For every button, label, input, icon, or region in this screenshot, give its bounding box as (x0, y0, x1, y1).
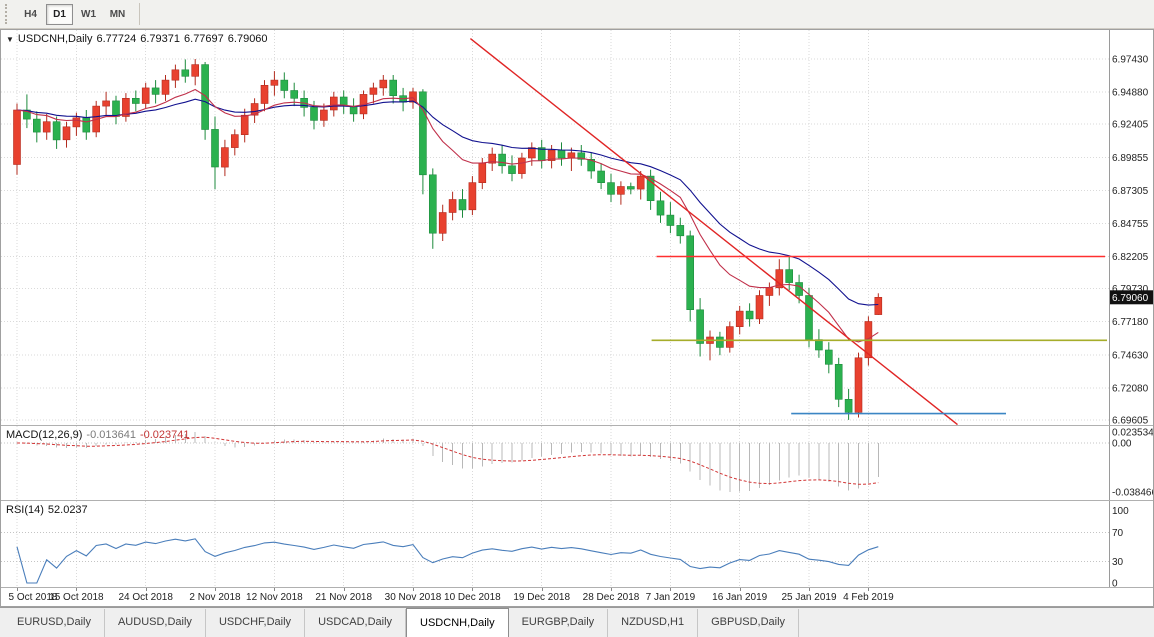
time-axis-label: 19 Dec 2018 (513, 592, 571, 603)
time-axis-tick (541, 588, 543, 591)
symbol-label: USDCNH,Daily (17, 33, 93, 45)
ohlc-open: 6.77724 (96, 33, 137, 45)
price-chart[interactable]: 6.97430 6.94880 6.92405 6.89855 6.87305 6.847… (1, 30, 1153, 425)
time-axis-tick (670, 588, 672, 591)
ohlc-close: 6.79060 (227, 33, 268, 45)
svg-text:6.79730: 6.79730 (1112, 284, 1149, 295)
price-pane[interactable]: 6.97430 6.94880 6.92405 6.89855 6.87305 6.847… (1, 30, 1153, 425)
toolbar-separator (139, 3, 140, 25)
time-axis-tick (76, 588, 78, 591)
tab-audusd-daily[interactable]: AUDUSD,Daily (105, 609, 206, 637)
tab-usdcad-daily[interactable]: USDCAD,Daily (305, 609, 407, 637)
macd-main-value: -0.013641 (86, 429, 136, 441)
rsi-label: RSI(14) 52.0237 (6, 504, 92, 516)
time-axis-tick (739, 588, 741, 591)
tab-eurgbp-daily[interactable]: EURGBP,Daily (509, 609, 609, 637)
toolbar-drag-handle[interactable] (5, 4, 10, 24)
time-axis-label: 7 Jan 2019 (645, 592, 696, 603)
time-axis-label: 16 Jan 2019 (712, 592, 768, 603)
macd-label: MACD(12,26,9) -0.013641 -0.023741 (6, 429, 194, 441)
time-axis-label: 21 Nov 2018 (315, 592, 373, 603)
time-axis-tick (215, 588, 216, 591)
time-axis-tick (472, 588, 474, 591)
svg-text:0: 0 (1112, 579, 1118, 588)
time-axis-label: 10 Dec 2018 (444, 592, 501, 603)
timeframe-button-d1[interactable]: D1 (46, 3, 73, 25)
svg-text:0.00: 0.00 (1112, 439, 1132, 450)
descending-trendline[interactable] (469, 38, 958, 425)
time-axis-tick (274, 588, 276, 591)
time-axis-tick (413, 588, 414, 591)
price-scale[interactable]: 6.97430 6.94880 6.92405 6.89855 6.87305 6.847… (1110, 55, 1153, 426)
ma-fast-line[interactable] (16, 88, 879, 343)
time-axis-label: 15 Oct 2018 (49, 592, 104, 603)
rsi-pane[interactable]: 100 70 30 0 RSI(14) 52.0237 (1, 500, 1153, 587)
rsi-value: 52.0237 (47, 504, 88, 516)
time-axis-tick (343, 588, 345, 591)
time-axis-tick (17, 588, 18, 591)
time-axis-tick (868, 588, 870, 591)
rsi-line (16, 538, 879, 584)
chart-tabbar: EURUSD,Daily AUDUSD,Daily USDCHF,Daily U… (0, 607, 1154, 637)
time-axis[interactable]: 5 Oct 2018 15 Oct 2018 24 Oct 2018 2 Nov 20… (1, 587, 1153, 606)
chart-grid (16, 501, 869, 587)
tab-gbpusd-daily[interactable]: GBPUSD,Daily (698, 609, 800, 637)
macd-histogram (26, 432, 879, 492)
time-axis-label: 5 Oct 2018 (8, 592, 58, 603)
timeframe-toolbar: H4 D1 W1 MN (0, 0, 1154, 29)
macd-pane[interactable]: 0.023534 0.00 -0.038466 MACD(12,26,9) -0.01… (1, 425, 1153, 500)
svg-text:-0.038466: -0.038466 (1112, 488, 1153, 499)
svg-text:6.72080: 6.72080 (1112, 383, 1149, 394)
svg-text:6.79060: 6.79060 (1112, 293, 1149, 304)
macd-name: MACD(12,26,9) (6, 429, 83, 441)
svg-text:6.69605: 6.69605 (1112, 416, 1149, 426)
rsi-name: RSI(14) (6, 504, 44, 516)
time-axis-tick (809, 588, 810, 591)
macd-signal-line (16, 436, 879, 485)
chart-ohlc-header: ▼ USDCNH,Daily 6.77724 6.79371 6.77697 6.7906… (6, 33, 272, 45)
svg-text:6.94880: 6.94880 (1112, 88, 1149, 99)
time-axis-label: 24 Oct 2018 (118, 592, 173, 603)
tab-eurusd-daily[interactable]: EURUSD,Daily (4, 609, 105, 637)
svg-text:6.82205: 6.82205 (1112, 252, 1149, 263)
tab-nzdusd-h1[interactable]: NZDUSD,H1 (608, 609, 699, 637)
svg-text:6.77180: 6.77180 (1112, 317, 1149, 328)
svg-text:6.89855: 6.89855 (1112, 153, 1149, 164)
svg-text:0.023534: 0.023534 (1112, 428, 1153, 439)
svg-text:100: 100 (1112, 506, 1129, 517)
time-axis-tick (611, 588, 612, 591)
tab-usdchf-daily[interactable]: USDCHF,Daily (206, 609, 306, 637)
current-price-label: 6.79060 (1110, 290, 1153, 305)
chart-window: 6.97430 6.94880 6.92405 6.89855 6.87305 6.847… (0, 29, 1154, 607)
tab-usdcnh-daily[interactable]: USDCNH,Daily (406, 608, 509, 637)
ma-slow-line[interactable] (16, 98, 879, 306)
ohlc-high: 6.79371 (140, 33, 181, 45)
timeframe-button-mn[interactable]: MN (109, 8, 126, 20)
svg-text:30: 30 (1112, 557, 1124, 568)
time-axis-label: 30 Nov 2018 (384, 592, 442, 603)
time-axis-label: 25 Jan 2019 (781, 592, 837, 603)
candles (13, 59, 883, 420)
symbol-dropdown-icon[interactable]: ▼ (6, 35, 14, 44)
svg-text:6.87305: 6.87305 (1112, 186, 1149, 197)
svg-text:6.92405: 6.92405 (1112, 120, 1149, 131)
svg-text:70: 70 (1112, 528, 1124, 539)
time-axis-label: 4 Feb 2019 (843, 592, 894, 603)
time-axis-label: 28 Dec 2018 (582, 592, 640, 603)
time-axis-label: 12 Nov 2018 (246, 592, 303, 603)
time-axis-label: 2 Nov 2018 (189, 592, 241, 603)
rsi-chart[interactable]: 100 70 30 0 (1, 501, 1153, 587)
timeframe-button-h4[interactable]: H4 (24, 8, 37, 20)
svg-text:6.97430: 6.97430 (1112, 55, 1149, 66)
ohlc-low: 6.77697 (184, 33, 224, 45)
svg-text:6.84755: 6.84755 (1112, 219, 1149, 230)
time-axis-tick (145, 588, 147, 591)
timeframe-button-w1[interactable]: W1 (81, 8, 96, 20)
macd-signal-value: -0.023741 (139, 429, 190, 441)
svg-text:6.74630: 6.74630 (1112, 350, 1149, 361)
